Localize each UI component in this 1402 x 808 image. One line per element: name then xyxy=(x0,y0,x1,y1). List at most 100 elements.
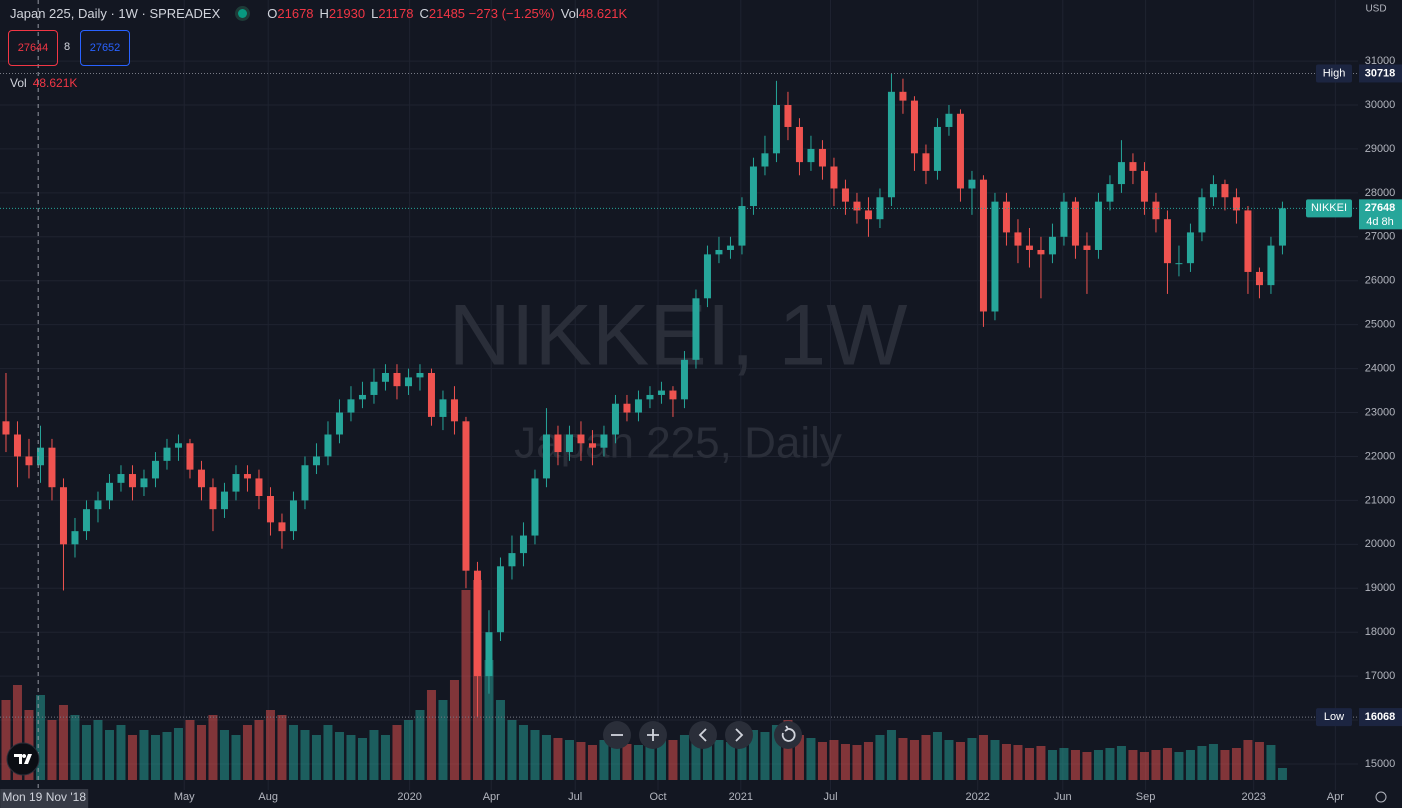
candle-body xyxy=(243,474,251,479)
volume-bar xyxy=(254,720,264,780)
volume-bar xyxy=(415,710,425,780)
volume-bar xyxy=(449,680,459,780)
candle-body xyxy=(266,496,274,523)
volume-bar xyxy=(1001,744,1011,780)
toolbar-button[interactable] xyxy=(774,721,802,749)
candle-body xyxy=(416,372,424,378)
candle-body xyxy=(899,91,907,101)
sell-button[interactable]: 27644 xyxy=(8,30,58,66)
toolbar-button[interactable] xyxy=(639,721,667,749)
candle-body xyxy=(13,434,21,457)
volume-bar xyxy=(162,732,172,780)
candle-body xyxy=(255,478,263,497)
volume-bar xyxy=(35,695,45,780)
volume-bar xyxy=(461,590,471,780)
axis-tag-label: 30718 xyxy=(1365,67,1396,79)
x-tick-label: Oct xyxy=(649,791,666,803)
candle-body xyxy=(830,166,838,189)
candle-body xyxy=(968,179,976,189)
volume-bar xyxy=(840,744,850,780)
toolbar-button[interactable] xyxy=(689,721,717,749)
button-bg xyxy=(725,721,753,749)
candle-body xyxy=(1209,184,1217,198)
volume-bar xyxy=(541,735,551,780)
volume-bar xyxy=(771,725,781,780)
watermark-subtitle: Japan 225, Daily xyxy=(514,419,842,468)
volume-bar xyxy=(1070,750,1080,780)
candle-body xyxy=(163,447,171,461)
candle-body xyxy=(749,166,757,207)
volume-bar xyxy=(357,738,367,780)
candle-body xyxy=(1014,232,1022,246)
crosshair-label-box xyxy=(0,789,89,808)
candle-body xyxy=(703,254,711,299)
volume-bar xyxy=(599,740,609,780)
marker-label: NIKKEI xyxy=(1311,202,1347,214)
volume-bar xyxy=(1266,745,1276,780)
candle-body xyxy=(519,535,527,554)
axis-tag xyxy=(1359,199,1402,230)
volume-bar xyxy=(426,690,436,780)
x-tick-label: 2022 xyxy=(965,791,989,803)
y-tick-label: 21000 xyxy=(1365,494,1396,506)
candle-body xyxy=(450,399,458,422)
button-icon xyxy=(735,728,744,742)
volume-bar xyxy=(633,745,643,780)
candle-body xyxy=(289,500,297,532)
currency[interactable]: USD xyxy=(1365,4,1386,15)
volume-bar xyxy=(817,742,827,780)
axis-tag-label: 27648 xyxy=(1365,202,1396,214)
candle-body xyxy=(174,443,182,448)
axis-tag xyxy=(1359,64,1402,83)
volume-bar xyxy=(369,730,379,780)
toolbar-button[interactable] xyxy=(725,721,753,749)
volume-bar xyxy=(219,730,229,780)
volume-bar xyxy=(1197,746,1207,780)
volume-bar xyxy=(679,735,689,780)
x-tick-label: Jul xyxy=(568,791,582,803)
logo xyxy=(6,742,40,776)
axis-tag xyxy=(1359,708,1402,727)
volume-bar xyxy=(208,715,218,780)
volume-bar xyxy=(714,740,724,780)
volume-value: 48.621K xyxy=(32,76,78,90)
volume-bar xyxy=(1185,750,1195,780)
volume-bar xyxy=(81,725,91,780)
volume-bar xyxy=(311,735,321,780)
candle-body xyxy=(979,179,987,312)
symbol[interactable]: Japan 225, Daily · 1W · SPREADEX xyxy=(10,6,221,21)
x-tick-label: Sep xyxy=(1136,791,1156,803)
candle-body xyxy=(680,359,688,400)
candle-body xyxy=(2,421,10,435)
toolbar-button[interactable] xyxy=(603,721,631,749)
volume-bar xyxy=(438,700,448,780)
candle-body xyxy=(220,491,228,510)
y-tick-label: 24000 xyxy=(1365,363,1396,375)
volume-bar xyxy=(1254,742,1264,780)
volume-bar xyxy=(829,740,839,780)
volume-bar xyxy=(702,738,712,780)
candle-body xyxy=(485,632,493,677)
candle-body xyxy=(1278,208,1286,246)
volume-bar xyxy=(392,725,402,780)
volume-bar xyxy=(806,738,816,780)
candle-body xyxy=(1002,201,1010,233)
y-tick-label: 29000 xyxy=(1365,143,1396,155)
candle-body xyxy=(991,201,999,312)
settings-icon[interactable] xyxy=(1375,791,1387,803)
volume-bar xyxy=(898,738,908,780)
candle-body xyxy=(772,104,780,154)
volume-bar xyxy=(990,740,1000,780)
marker-tag xyxy=(1306,199,1352,218)
buy-button[interactable]: 27652 xyxy=(80,30,130,66)
button-icon xyxy=(781,725,796,742)
candle-body xyxy=(1094,201,1102,250)
legend-key: O xyxy=(267,6,278,21)
volume-bar xyxy=(530,730,540,780)
volume-bar xyxy=(944,740,954,780)
status-dot xyxy=(238,9,248,18)
candle-body xyxy=(71,531,79,545)
candle-body xyxy=(1255,271,1263,286)
volume-bar xyxy=(932,732,942,780)
